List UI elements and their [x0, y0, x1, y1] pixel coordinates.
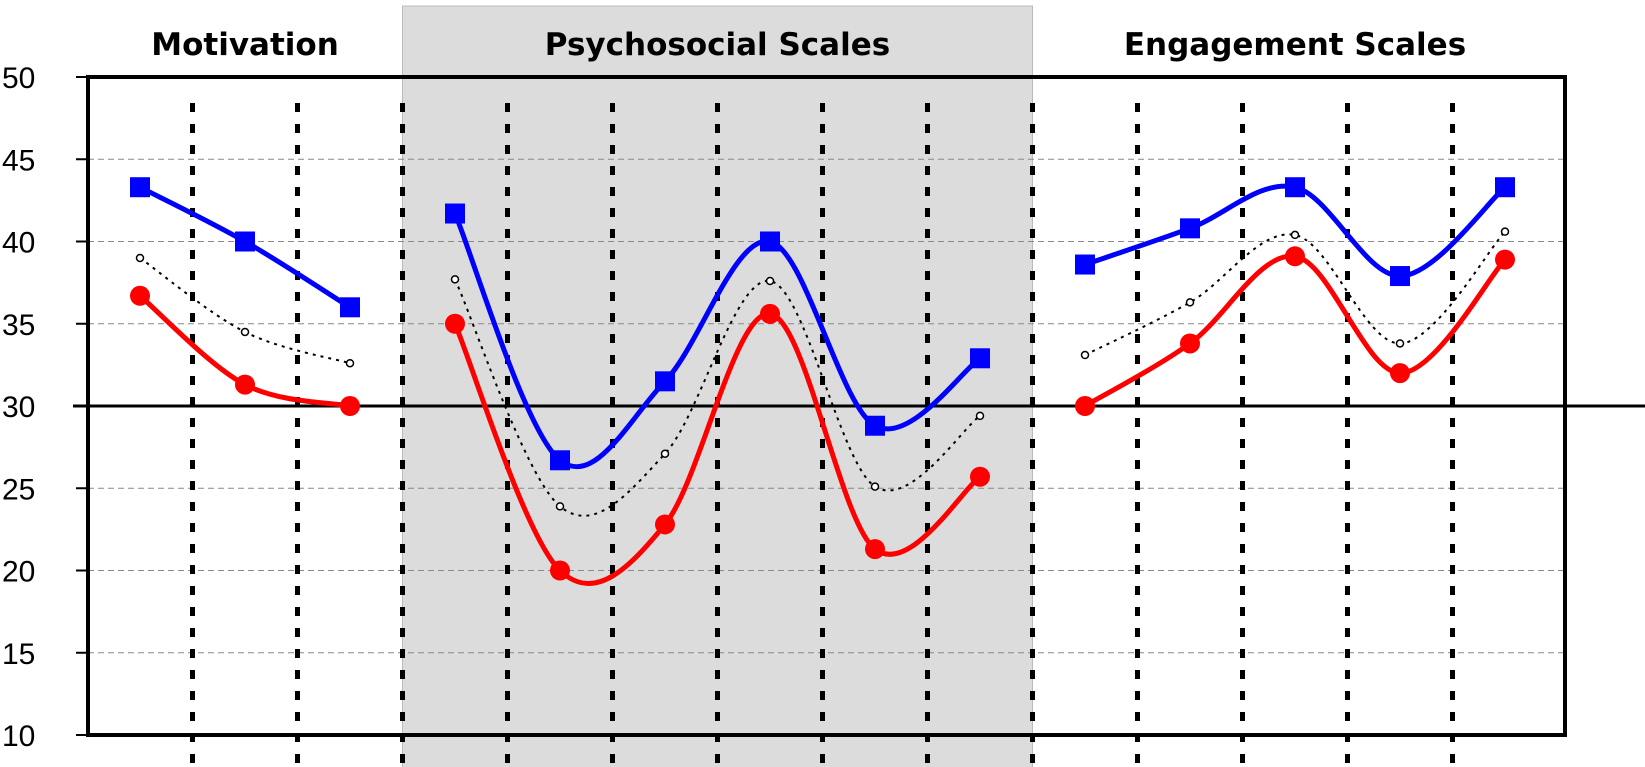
series-3-point: [970, 466, 990, 487]
series-3-point: [550, 560, 570, 581]
series-3-point: [1390, 363, 1410, 384]
series-2-point: [1290, 230, 1300, 240]
series-1-point: [130, 177, 150, 198]
series-1-point: [1075, 254, 1095, 275]
series-1-point: [235, 231, 255, 252]
series-3-point: [1285, 246, 1305, 267]
y-tick-label: 20: [2, 556, 35, 589]
series-1-point: [970, 348, 990, 369]
group-title: Motivation: [151, 27, 339, 63]
y-tick-label: 30: [2, 391, 35, 424]
series-1-point: [865, 415, 885, 436]
series-1-point: [550, 450, 570, 471]
series-3-point: [1495, 249, 1515, 270]
y-tick-label: 45: [2, 144, 35, 177]
series-2-point: [1395, 339, 1405, 348]
series-3-point: [760, 303, 780, 324]
series-2-point: [240, 327, 250, 337]
series-2-line: [1084, 230, 1506, 356]
series-2-point: [765, 276, 775, 286]
series-3-line: [1083, 253, 1507, 409]
series-3-point: [655, 514, 675, 535]
series-3-point: [130, 285, 150, 306]
series-2-point: [975, 411, 985, 421]
series-2-point: [1080, 350, 1090, 360]
group-title: Psychosocial Scales: [545, 27, 890, 63]
series-1-point: [1495, 177, 1515, 198]
series-2-point: [345, 358, 355, 368]
series-1-point: [760, 231, 780, 252]
group-title: Engagement Scales: [1124, 27, 1466, 63]
series-3-point: [445, 313, 465, 334]
series-1-point: [655, 371, 675, 392]
y-tick-label: 10: [2, 720, 35, 753]
y-tick-label: 15: [2, 638, 35, 671]
series-2-point: [1500, 227, 1510, 236]
series-2-point: [135, 253, 145, 263]
series-2-point: [555, 502, 565, 511]
y-tick-label: 35: [2, 309, 35, 342]
series-3-point: [235, 374, 255, 395]
y-tick-label: 50: [2, 62, 35, 95]
series-1-point: [1390, 266, 1410, 287]
series-1-point: [340, 297, 360, 318]
series-1-point: [1285, 177, 1305, 198]
series-2-point: [450, 275, 460, 284]
series-3-point: [865, 539, 885, 560]
series-3-point: [1180, 333, 1200, 354]
series-2-point: [870, 482, 880, 491]
series-1-point: [445, 203, 465, 224]
series-2-line: [454, 278, 981, 517]
y-tick-label: 25: [2, 473, 35, 506]
series-2-line: [139, 257, 351, 365]
series-2-point: [660, 449, 670, 458]
y-tick-label: 40: [2, 227, 35, 260]
series-1-point: [1180, 218, 1200, 239]
series-3-point: [340, 396, 360, 416]
series-2-point: [1185, 298, 1195, 307]
series-3-point: [1075, 396, 1095, 416]
